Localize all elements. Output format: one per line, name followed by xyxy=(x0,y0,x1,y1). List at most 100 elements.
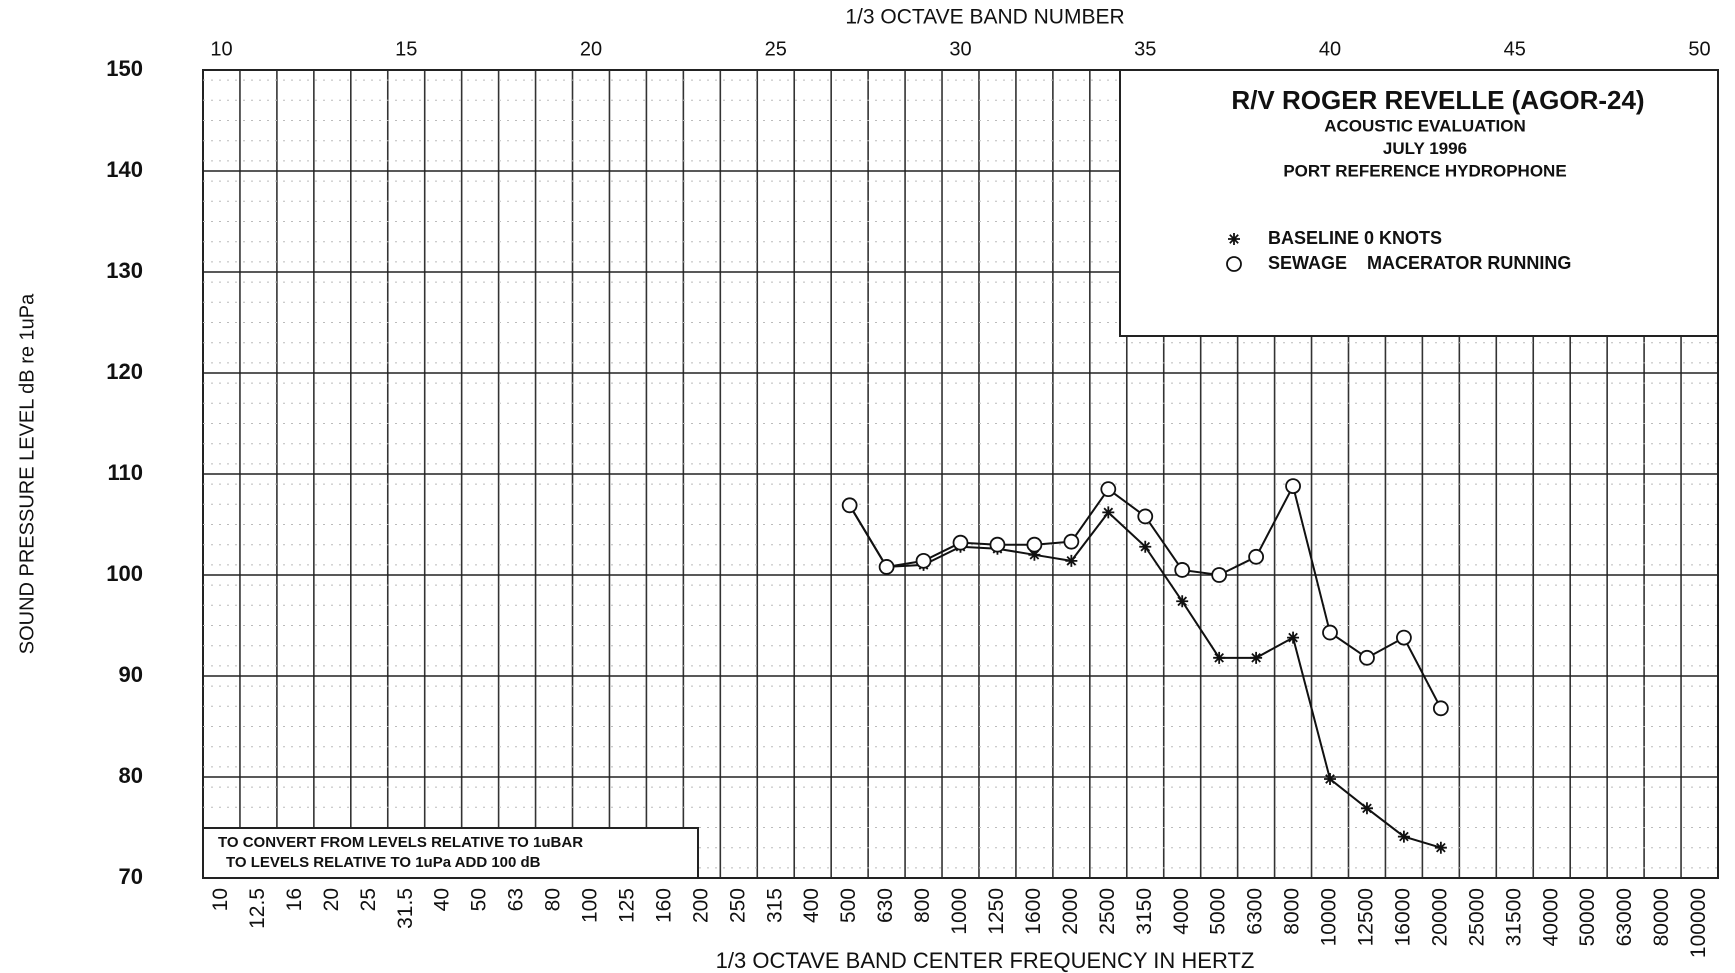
marker-circle xyxy=(1322,624,1338,641)
x-tick-label: 16 xyxy=(283,888,306,911)
x-tick-label: 80000 xyxy=(1650,888,1673,946)
y-tick-label: 120 xyxy=(106,359,143,384)
x-tick-label: 1250 xyxy=(985,888,1008,935)
marker-asterisk xyxy=(1028,548,1041,561)
x-tick-label: 31.5 xyxy=(394,888,417,929)
x-axis-label: 1/3 OCTAVE BAND CENTER FREQUENCY IN HERT… xyxy=(716,948,1255,973)
marker-asterisk xyxy=(1139,540,1152,553)
x-tick-label: 6300 xyxy=(1244,888,1267,935)
top-tick-label: 35 xyxy=(1134,38,1156,60)
x-tick-label: 2000 xyxy=(1059,888,1082,935)
marker-circle xyxy=(878,559,895,575)
y-tick-label: 80 xyxy=(119,763,143,788)
chart-subtitle: ACOUSTIC EVALUATION xyxy=(1324,116,1525,135)
marker-circle xyxy=(1211,567,1228,583)
legend-label: BASELINE 0 KNOTS xyxy=(1268,228,1442,248)
x-tick-label: 16000 xyxy=(1391,888,1414,946)
top-tick-label: 40 xyxy=(1319,38,1341,60)
top-axis-label: 1/3 OCTAVE BAND NUMBER xyxy=(845,6,1124,29)
x-tick-label: 12500 xyxy=(1355,888,1378,946)
x-tick-label: 1600 xyxy=(1022,888,1045,935)
top-tick-label: 25 xyxy=(765,38,787,60)
top-tick-label: 15 xyxy=(395,38,417,60)
legend-box xyxy=(1119,69,1719,337)
x-tick-label: 125 xyxy=(615,888,638,923)
x-tick-label: 50000 xyxy=(1576,888,1599,946)
x-tick-label: 160 xyxy=(652,888,675,923)
marker-asterisk xyxy=(1213,651,1226,664)
marker-circle xyxy=(1432,700,1449,717)
marker-circle xyxy=(1248,548,1265,565)
marker-circle xyxy=(1100,481,1117,498)
x-tick-label: 25 xyxy=(357,888,380,911)
x-tick-label: 10000 xyxy=(1318,888,1341,946)
x-tick-label: 315 xyxy=(763,888,786,923)
marker-asterisk xyxy=(1250,651,1263,664)
chart-subtitle: PORT REFERENCE HYDROPHONE xyxy=(1283,161,1566,180)
x-tick-label: 8000 xyxy=(1281,888,1304,935)
marker-circle xyxy=(841,497,858,514)
legend-label: SEWAGE MACERATOR RUNNING xyxy=(1268,253,1571,273)
chart-title: R/V ROGER REVELLE (AGOR-24) xyxy=(1231,85,1644,115)
y-tick-label: 100 xyxy=(106,561,143,586)
x-tick-label: 20000 xyxy=(1428,888,1451,946)
marker-asterisk xyxy=(1360,802,1373,815)
marker-circle xyxy=(989,536,1006,553)
top-tick-label: 50 xyxy=(1688,38,1710,60)
x-tick-label: 25000 xyxy=(1465,888,1488,946)
annotation: TO LEVELS RELATIVE TO 1uPa ADD 100 dB xyxy=(226,854,541,871)
x-tick-label: 4000 xyxy=(1170,888,1193,935)
marker-asterisk xyxy=(1287,631,1300,644)
marker-circle xyxy=(915,552,932,569)
marker-asterisk xyxy=(1176,595,1189,608)
marker-circle xyxy=(1285,478,1301,495)
x-tick-label: 630 xyxy=(874,888,897,923)
marker-asterisk xyxy=(1397,830,1410,843)
annotation: TO CONVERT FROM LEVELS RELATIVE TO 1uBAR xyxy=(218,834,583,851)
x-tick-label: 1000 xyxy=(948,888,971,935)
y-tick-label: 140 xyxy=(106,157,143,182)
y-tick-label: 130 xyxy=(106,258,143,283)
marker-circle xyxy=(1137,508,1154,525)
x-tick-label: 63000 xyxy=(1613,888,1636,946)
y-tick-label: 110 xyxy=(108,460,144,485)
top-tick-label: 10 xyxy=(210,38,232,60)
y-tick-label: 70 xyxy=(119,864,143,889)
x-tick-label: 40000 xyxy=(1539,888,1562,946)
y-axis-label: SOUND PRESSURE LEVEL dB re 1uPa xyxy=(16,293,38,654)
x-tick-label: 200 xyxy=(689,888,712,923)
top-tick-label: 20 xyxy=(580,38,602,60)
marker-asterisk xyxy=(1228,233,1240,245)
x-tick-label: 100000 xyxy=(1687,888,1710,958)
marker-circle xyxy=(952,534,969,551)
x-tick-label: 20 xyxy=(320,888,343,911)
x-tick-label: 3150 xyxy=(1133,888,1156,935)
marker-asterisk xyxy=(1434,841,1447,854)
marker-circle xyxy=(1359,649,1375,666)
y-tick-label: 90 xyxy=(119,662,143,687)
x-tick-label: 400 xyxy=(800,888,823,923)
x-tick-label: 31500 xyxy=(1502,888,1525,946)
x-tick-label: 100 xyxy=(579,888,602,923)
x-tick-label: 12.5 xyxy=(246,888,269,929)
x-tick-label: 10 xyxy=(209,888,232,911)
top-tick-label: 45 xyxy=(1504,38,1526,60)
marker-asterisk xyxy=(1102,506,1115,519)
x-tick-label: 50 xyxy=(468,888,491,911)
x-tick-label: 500 xyxy=(837,888,860,923)
x-tick-label: 2500 xyxy=(1096,888,1119,935)
marker-circle xyxy=(1026,536,1043,553)
x-tick-label: 80 xyxy=(542,888,565,911)
marker-circle xyxy=(1174,562,1191,578)
x-tick-label: 63 xyxy=(505,888,528,911)
marker-circle xyxy=(1396,629,1412,646)
marker-asterisk xyxy=(1324,773,1337,786)
y-tick-label: 150 xyxy=(106,56,143,81)
marker-asterisk xyxy=(1065,554,1078,567)
x-tick-label: 5000 xyxy=(1207,888,1230,935)
marker-circle xyxy=(1226,256,1242,272)
x-tick-label: 250 xyxy=(726,888,749,923)
annotation-box xyxy=(202,827,699,879)
marker-circle xyxy=(1063,533,1080,550)
